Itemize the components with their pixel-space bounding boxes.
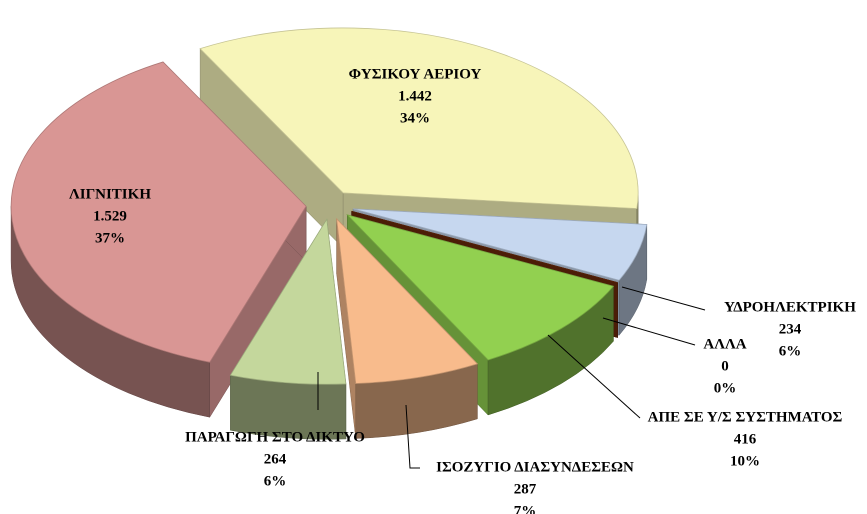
percent-label: 34% (400, 110, 430, 126)
slice-top (199, 27, 639, 209)
slice-top (10, 61, 307, 363)
slice-top (351, 210, 618, 283)
category-label: ΛΙΓΝΙΤΙΚΗ (69, 186, 151, 202)
slice-top (336, 217, 479, 384)
value-label: 234 (779, 321, 802, 337)
leader-line (405, 404, 420, 469)
slice-top (229, 218, 347, 385)
value-label: 1.442 (398, 88, 432, 104)
slice (336, 217, 479, 439)
slice-top (353, 208, 648, 281)
leader-line (621, 286, 706, 311)
percent-label: 0% (714, 380, 737, 396)
slice-top (346, 214, 615, 361)
value-label: 416 (734, 431, 757, 447)
percent-label: 10% (730, 453, 760, 469)
value-label: 264 (264, 451, 287, 467)
percent-label: 7% (514, 503, 537, 514)
category-label: ΑΠΕ ΣΕ Υ/Σ ΣΥΣΤΗΜΑΤΟΣ (648, 409, 843, 425)
value-label: 287 (514, 481, 537, 497)
category-label: ΙΣΟΖΥΓΙΟ ΔΙΑΣΥΝΔΕΣΕΩΝ (436, 459, 634, 475)
category-label: ΦΥΣΙΚΟΥ ΑΕΡΙΟΥ (349, 66, 482, 82)
leader-line (547, 334, 641, 419)
percent-label: 6% (779, 343, 802, 359)
category-label: ΑΛΛΑ (703, 336, 746, 352)
value-label: 0 (721, 358, 729, 374)
slice (229, 218, 347, 440)
value-label: 1.529 (93, 208, 127, 224)
leader-line (602, 317, 696, 346)
percent-label: 6% (264, 473, 287, 489)
slice (10, 61, 307, 419)
category-label: ΠΑΡΑΓΩΓΗ ΣΤΟ ΔΙΚΤΥΟ (185, 429, 365, 445)
percent-label: 37% (95, 230, 125, 246)
category-label: ΥΔΡΟΗΛΕΚΤΡΙΚΗ (724, 299, 856, 315)
